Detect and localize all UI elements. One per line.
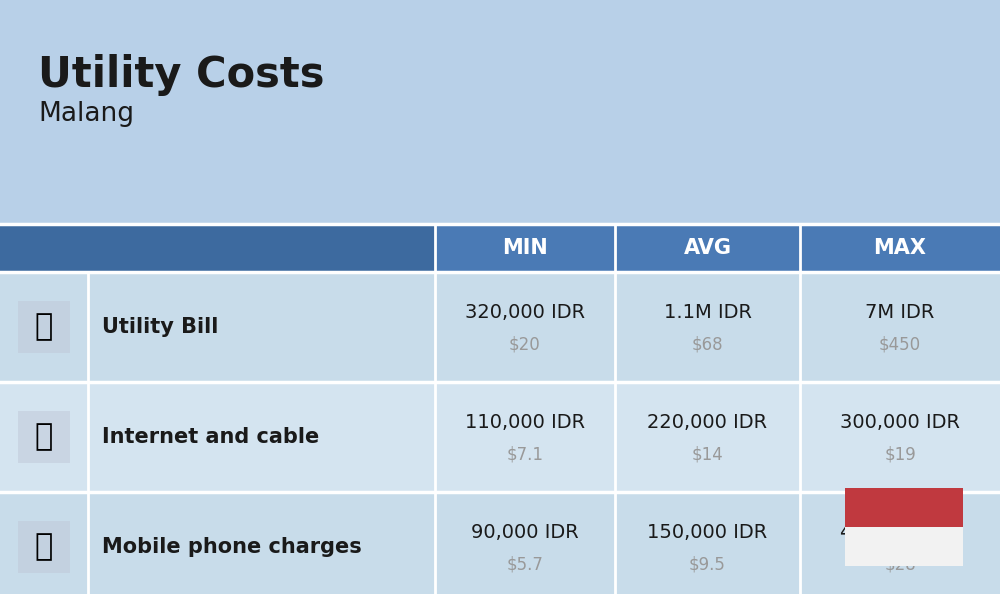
Bar xyxy=(18,301,70,353)
Text: MAX: MAX xyxy=(874,238,926,258)
Text: 150,000 IDR: 150,000 IDR xyxy=(647,523,768,542)
Bar xyxy=(845,488,963,527)
Text: $5.7: $5.7 xyxy=(507,556,543,574)
Text: 110,000 IDR: 110,000 IDR xyxy=(465,413,585,432)
Text: 220,000 IDR: 220,000 IDR xyxy=(647,413,768,432)
Text: 7M IDR: 7M IDR xyxy=(865,304,935,323)
Text: 300,000 IDR: 300,000 IDR xyxy=(840,413,960,432)
Text: AVG: AVG xyxy=(684,238,732,258)
Text: 90,000 IDR: 90,000 IDR xyxy=(471,523,579,542)
Text: $7.1: $7.1 xyxy=(507,446,544,464)
Text: $450: $450 xyxy=(879,336,921,354)
Text: $14: $14 xyxy=(692,446,723,464)
Bar xyxy=(0,272,1000,382)
Text: $28: $28 xyxy=(884,556,916,574)
Text: MIN: MIN xyxy=(502,238,548,258)
Bar xyxy=(18,411,70,463)
Text: Utility Bill: Utility Bill xyxy=(102,317,218,337)
Bar xyxy=(0,382,1000,492)
Text: $20: $20 xyxy=(509,336,541,354)
Bar xyxy=(18,521,70,573)
Text: 320,000 IDR: 320,000 IDR xyxy=(465,304,585,323)
Text: 1.1M IDR: 1.1M IDR xyxy=(664,304,752,323)
Bar xyxy=(845,527,963,566)
Text: $9.5: $9.5 xyxy=(689,556,726,574)
Bar xyxy=(0,224,435,272)
Text: 📱: 📱 xyxy=(35,532,53,561)
Text: Malang: Malang xyxy=(38,101,134,127)
Text: $68: $68 xyxy=(692,336,723,354)
Text: Mobile phone charges: Mobile phone charges xyxy=(102,537,362,557)
Bar xyxy=(0,224,1000,272)
Bar xyxy=(0,492,1000,594)
Text: 📶: 📶 xyxy=(35,422,53,451)
Text: 🔌: 🔌 xyxy=(35,312,53,342)
Text: $19: $19 xyxy=(884,446,916,464)
Text: 450,000 IDR: 450,000 IDR xyxy=(840,523,960,542)
Text: Utility Costs: Utility Costs xyxy=(38,54,324,96)
Text: Internet and cable: Internet and cable xyxy=(102,427,319,447)
